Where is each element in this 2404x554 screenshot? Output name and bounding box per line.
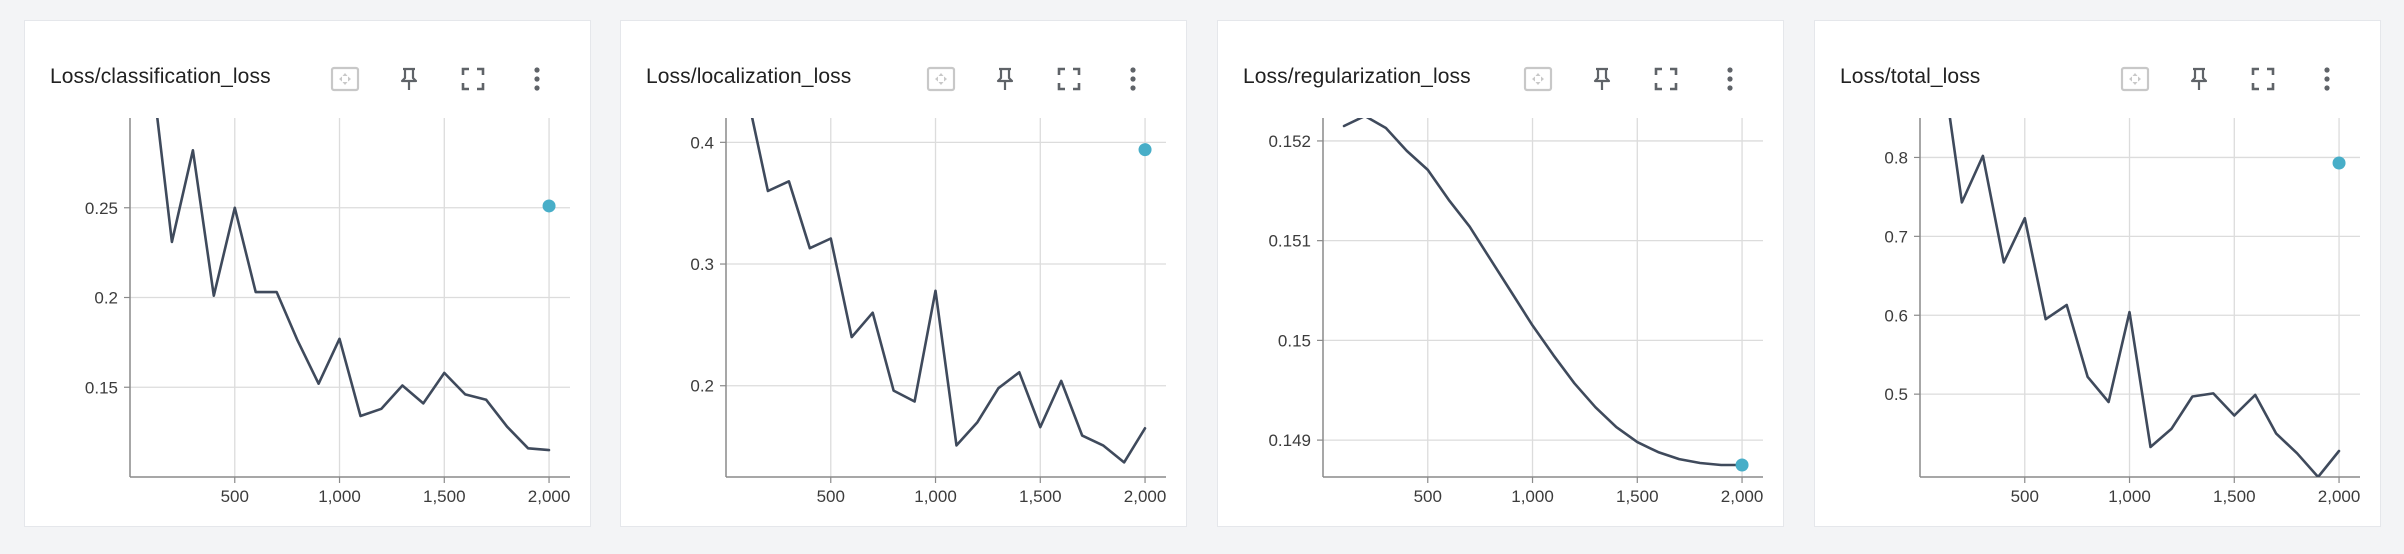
pin-button[interactable]: [987, 61, 1023, 97]
chart-title: Loss/total_loss: [1840, 65, 1981, 88]
more-options-button[interactable]: [519, 61, 555, 97]
fit-domain-icon: [1523, 66, 1553, 92]
plot-area[interactable]: 500 1,000 1,500 2,000 0.149 0.15 0.151 0.152: [1218, 95, 1785, 515]
x-tick-label: 2,000: [1124, 487, 1167, 506]
highlight-point[interactable]: [2332, 156, 2346, 170]
chart-title: Loss/localization_loss: [646, 65, 852, 88]
pin-icon: [996, 67, 1014, 90]
chart-card: Loss/regularization_loss 500 1,000 1,500 2,0…: [1217, 20, 1784, 527]
x-tick-label: 2,000: [528, 487, 571, 506]
x-tick-label: 1,000: [318, 487, 361, 506]
series-line: [1948, 118, 2341, 477]
y-tick-label: 0.149: [1268, 431, 1311, 450]
series-line: [750, 118, 1147, 464]
fit-domain-button[interactable]: [2117, 61, 2153, 97]
more-options-button[interactable]: [2309, 61, 2345, 97]
card-toolbar: [25, 61, 592, 97]
y-tick-label: 0.2: [94, 289, 118, 308]
x-tick-label: 1,500: [1616, 487, 1659, 506]
x-tick-label: 1,500: [2213, 487, 2256, 506]
fit-domain-icon: [926, 66, 956, 92]
chart-card: Loss/total_loss 500 1,000 1,500 2,000 0.5 0.6 0…: [1814, 20, 2381, 527]
x-tick-label: 1,000: [1511, 487, 1554, 506]
fit-domain-icon: [330, 66, 360, 92]
series-line: [1342, 118, 1744, 467]
fullscreen-icon: [1654, 67, 1678, 91]
more-options-button[interactable]: [1115, 61, 1151, 97]
x-tick-label: 1,500: [1019, 487, 1062, 506]
fit-domain-button[interactable]: [327, 61, 363, 97]
y-tick-label: 0.3: [690, 255, 714, 274]
fullscreen-button[interactable]: [455, 61, 491, 97]
y-tick-label: 0.8: [1884, 148, 1908, 167]
pin-button[interactable]: [391, 61, 427, 97]
more-vert-icon: [534, 67, 540, 91]
y-tick-label: 0.15: [85, 378, 118, 397]
fullscreen-icon: [1057, 67, 1081, 91]
chart-title: Loss/classification_loss: [50, 65, 271, 88]
x-tick-label: 500: [2011, 487, 2039, 506]
chart-title: Loss/regularization_loss: [1243, 65, 1471, 88]
pin-icon: [1593, 67, 1611, 90]
y-tick-label: 0.152: [1268, 132, 1311, 151]
fullscreen-button[interactable]: [1051, 61, 1087, 97]
more-options-button[interactable]: [1712, 61, 1748, 97]
fullscreen-icon: [2251, 67, 2275, 91]
highlight-point[interactable]: [542, 199, 556, 213]
pin-button[interactable]: [2181, 61, 2217, 97]
fit-domain-icon: [2120, 66, 2150, 92]
more-vert-icon: [1130, 67, 1136, 91]
x-tick-label: 2,000: [1721, 487, 1764, 506]
x-tick-label: 500: [221, 487, 249, 506]
y-tick-label: 0.151: [1268, 232, 1311, 251]
pin-button[interactable]: [1584, 61, 1620, 97]
plot-area[interactable]: 500 1,000 1,500 2,000 0.5 0.6 0.7 0.8: [1815, 95, 2382, 515]
x-tick-label: 2,000: [2318, 487, 2361, 506]
chart-card: Loss/classification_loss 500 1,000 1,500 2,0…: [24, 20, 591, 527]
y-tick-label: 0.15: [1278, 331, 1311, 350]
pin-icon: [400, 67, 418, 90]
y-tick-label: 0.25: [85, 199, 118, 218]
card-toolbar: [1218, 61, 1785, 97]
y-tick-label: 0.2: [690, 377, 714, 396]
plot-area[interactable]: 500 1,000 1,500 2,000 0.2 0.3 0.4: [621, 95, 1188, 515]
fit-domain-button[interactable]: [1520, 61, 1556, 97]
y-tick-label: 0.6: [1884, 306, 1908, 325]
plot-area[interactable]: 500 1,000 1,500 2,000 0.15 0.2 0.25: [25, 95, 592, 515]
y-tick-label: 0.4: [690, 133, 714, 152]
y-tick-label: 0.7: [1884, 227, 1908, 246]
card-toolbar: [621, 61, 1188, 97]
x-tick-label: 1,500: [423, 487, 466, 506]
card-toolbar: [1815, 61, 2382, 97]
more-vert-icon: [1727, 67, 1733, 91]
fullscreen-button[interactable]: [1648, 61, 1684, 97]
y-tick-label: 0.5: [1884, 385, 1908, 404]
chart-card: Loss/localization_loss 500 1,000 1,500 2,000…: [620, 20, 1187, 527]
pin-icon: [2190, 67, 2208, 90]
x-tick-label: 500: [817, 487, 845, 506]
x-tick-label: 1,000: [914, 487, 957, 506]
fullscreen-button[interactable]: [2245, 61, 2281, 97]
fit-domain-button[interactable]: [923, 61, 959, 97]
x-tick-label: 500: [1414, 487, 1442, 506]
fullscreen-icon: [461, 67, 485, 91]
highlight-point[interactable]: [1138, 143, 1152, 157]
more-vert-icon: [2324, 67, 2330, 91]
highlight-point[interactable]: [1735, 458, 1749, 472]
x-tick-label: 1,000: [2108, 487, 2151, 506]
series-line: [156, 118, 551, 452]
